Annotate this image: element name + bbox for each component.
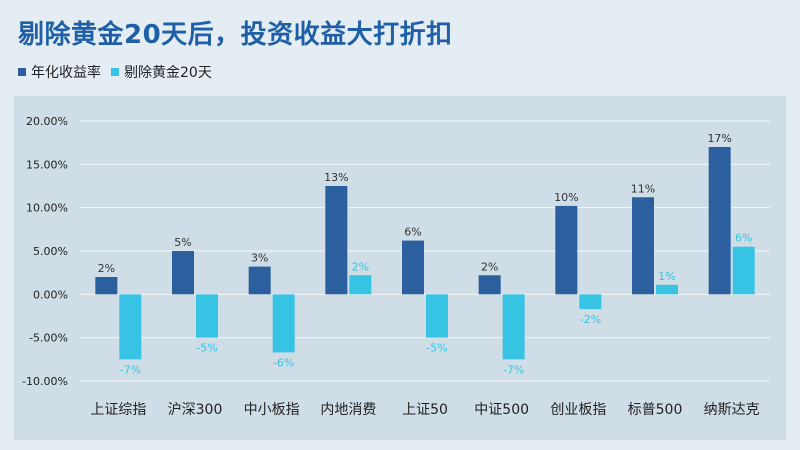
y-tick-label: 20.00% [26,115,68,128]
data-label-series-1: 5% [174,236,191,249]
bar-series-2 [579,294,602,310]
bar-series-1 [708,147,731,295]
y-tick-label: 5.00% [33,245,68,258]
bar-series-1 [325,186,348,295]
x-tick-label: 内地消费 [320,402,376,418]
data-label-series-2: -7% [503,363,524,376]
x-tick-label: 沪深300 [168,402,223,418]
bar-series-2 [502,294,525,360]
bar-series-2 [196,294,218,338]
y-tick-label: -10.00% [22,375,68,388]
data-label-series-2: 2% [352,260,369,273]
data-label-series-2: -7% [120,363,141,376]
bar-series-1 [248,266,271,295]
legend-item-series-1: 年化收益率 [18,62,101,82]
bar-series-1 [555,205,578,295]
bar-series-2 [656,284,678,295]
chart-title: 剔除黄金20天后，投资收益大打折扣 [18,20,453,50]
data-label-series-2: -6% [273,356,294,369]
y-tick-label: 10.00% [26,202,68,215]
data-label-series-1: 6% [404,226,421,239]
legend-label-series-2: 剔除黄金20天 [124,65,212,81]
data-label-series-2: 6% [735,232,752,245]
data-label-series-1: 17% [707,132,731,145]
plot-background [14,96,786,440]
x-tick-label: 上证综指 [90,402,146,418]
bar-series-2 [272,294,295,353]
bar-series-2 [732,246,755,295]
x-tick-label: 中小板指 [244,402,300,418]
data-label-series-2: -2% [580,313,601,326]
bar-series-2 [119,294,142,360]
data-label-series-1: 13% [324,171,348,184]
data-label-series-1: 10% [554,191,578,204]
y-tick-label: 0.00% [33,288,68,301]
data-label-series-1: 2% [481,260,498,273]
data-label-series-2: 1% [658,270,675,283]
bar-series-1 [95,277,118,295]
data-label-series-2: -5% [196,342,217,355]
y-tick-label: -5.00% [29,332,68,345]
legend-swatch-series-1 [18,68,26,76]
bar-series-1 [172,251,194,295]
bar-series-2 [349,275,372,295]
bar-series-2 [426,294,448,338]
legend: 年化收益率 剔除黄金20天 [18,62,212,82]
x-tick-label: 创业板指 [550,402,606,418]
bar-series-1 [478,275,501,295]
x-tick-label: 上证50 [402,402,448,418]
data-label-series-1: 3% [251,252,268,265]
data-label-series-1: 11% [631,182,655,195]
x-tick-label: 纳斯达克 [704,402,760,418]
data-label-series-2: -5% [426,342,447,355]
y-tick-label: 15.00% [26,158,68,171]
bar-series-1 [402,240,424,295]
legend-item-series-2: 剔除黄金20天 [111,62,212,82]
x-tick-label: 中证500 [474,402,529,418]
legend-label-series-1: 年化收益率 [31,65,101,81]
data-label-series-1: 2% [98,262,115,275]
legend-swatch-series-2 [111,68,119,76]
x-tick-label: 标普500 [628,402,683,418]
bar-series-1 [632,197,654,295]
